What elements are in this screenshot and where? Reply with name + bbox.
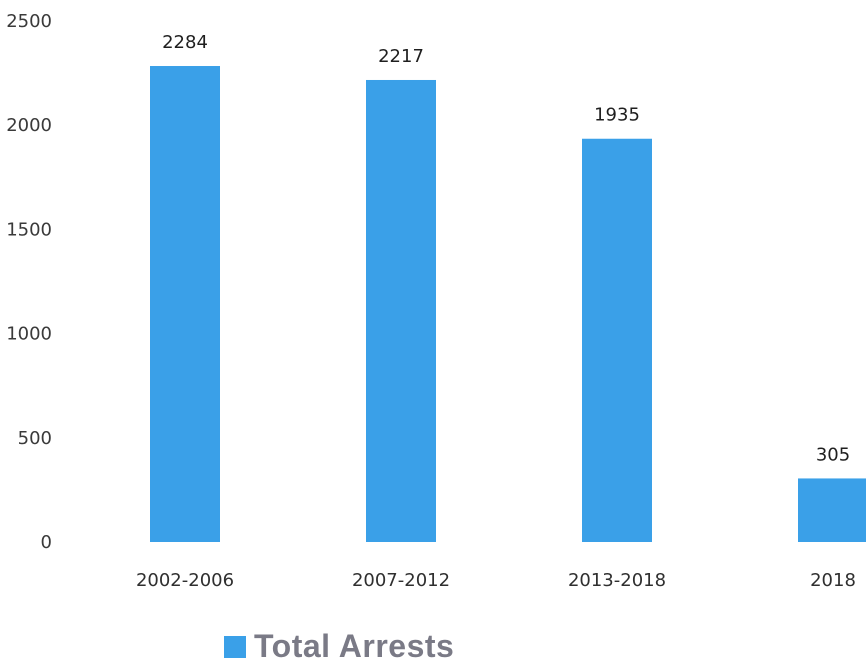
y-tick-label: 1000 <box>6 324 52 345</box>
y-tick-label: 500 <box>18 428 52 449</box>
y-tick-label: 2000 <box>6 115 52 136</box>
x-tick-label: 2018 <box>810 570 856 591</box>
bar <box>582 138 652 542</box>
y-tick-label: 2500 <box>6 11 52 32</box>
data-label: 2284 <box>162 32 208 53</box>
y-tick-label: 1500 <box>6 219 52 240</box>
x-tick-label: 2013-2018 <box>568 570 666 591</box>
x-tick-label: 2002-2006 <box>136 570 234 591</box>
data-label: 2217 <box>378 46 424 67</box>
bar <box>366 79 436 542</box>
x-tick-label: 2007-2012 <box>352 570 450 591</box>
data-label: 305 <box>816 444 850 465</box>
y-tick-label: 0 <box>41 532 52 553</box>
data-label: 1935 <box>594 105 640 126</box>
legend-label: Total Arrests <box>254 628 455 664</box>
legend-swatch <box>224 635 246 658</box>
legend: Total Arrests <box>224 628 454 665</box>
bar <box>150 66 220 542</box>
bar <box>798 478 866 542</box>
